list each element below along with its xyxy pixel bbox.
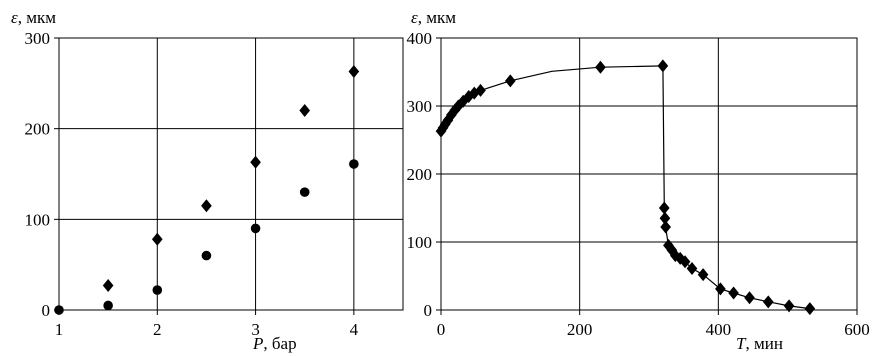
right-diamond-point [728,286,739,300]
left-y-axis-label: ε, мкм [11,8,56,27]
left-y-tick-label: 100 [25,210,51,229]
left-diamond-point [299,104,311,118]
left-circle-point [250,223,261,234]
right-diamond-point [666,243,678,257]
right-diamond-point [686,262,698,276]
right-y-axis-label: ε, мкм [411,8,456,27]
right-diamond-point [658,201,670,215]
right-diamond-point [715,282,726,296]
right-x-tick-label: 0 [437,320,446,339]
right-diamond-point [659,211,671,225]
left-diamond-point [151,232,163,246]
right-x-tick-label: 200 [567,320,593,339]
right-diamond-point [762,295,774,309]
right-diamond-point [475,83,486,97]
right-diamond-point [595,60,606,74]
right-x-tick-label: 400 [706,320,732,339]
right-y-tick-label: 300 [407,97,433,116]
left-circle-point [103,300,113,311]
left-circle-point [349,159,359,169]
right-series-line [440,65,810,310]
right-diamond-point [663,238,674,252]
left-x-tick-label: 2 [153,320,162,339]
right-y-tick-label: 0 [424,301,433,320]
left-diamond-point [201,199,212,213]
left-plot-frame [58,37,404,311]
left-x-tick-label: 4 [350,320,359,339]
right-y-tick-label: 400 [407,29,433,48]
left-x-axis-label: P, бар [252,334,297,353]
right-diamond-point [679,255,691,269]
right-diamond-point [804,302,816,316]
left-diamond-point [102,279,114,293]
left-chart-pressure: 1 2 3 4 0 100 200 300 P, бар ε, мкм [11,8,404,353]
left-diamond-point [348,65,360,79]
left-circle-point [299,187,310,197]
right-diamond-point [670,249,681,263]
left-circle-point [152,285,163,295]
left-diamond-point [250,155,261,169]
right-y-tick-label: 100 [407,233,433,252]
right-diamond-point [468,86,480,100]
right-x-tick-label: 600 [844,320,870,339]
left-x-tick-label: 1 [55,320,64,339]
right-diamond-point [744,291,755,305]
left-y-tick-label: 300 [25,29,51,48]
right-diamond-point [657,59,669,73]
left-circle-point [201,250,212,261]
right-diamond-point [697,268,709,282]
left-circle-point [54,305,64,315]
right-diamond-point [783,299,795,313]
left-y-tick-label: 200 [25,120,51,139]
left-x-tick-label: 3 [251,320,260,339]
right-diamond-point [660,220,671,234]
right-x-axis-label: T, мин [736,334,783,353]
left-y-tick-label: 0 [42,301,51,320]
right-y-tick-label: 200 [407,165,433,184]
right-diamond-point [505,74,516,88]
